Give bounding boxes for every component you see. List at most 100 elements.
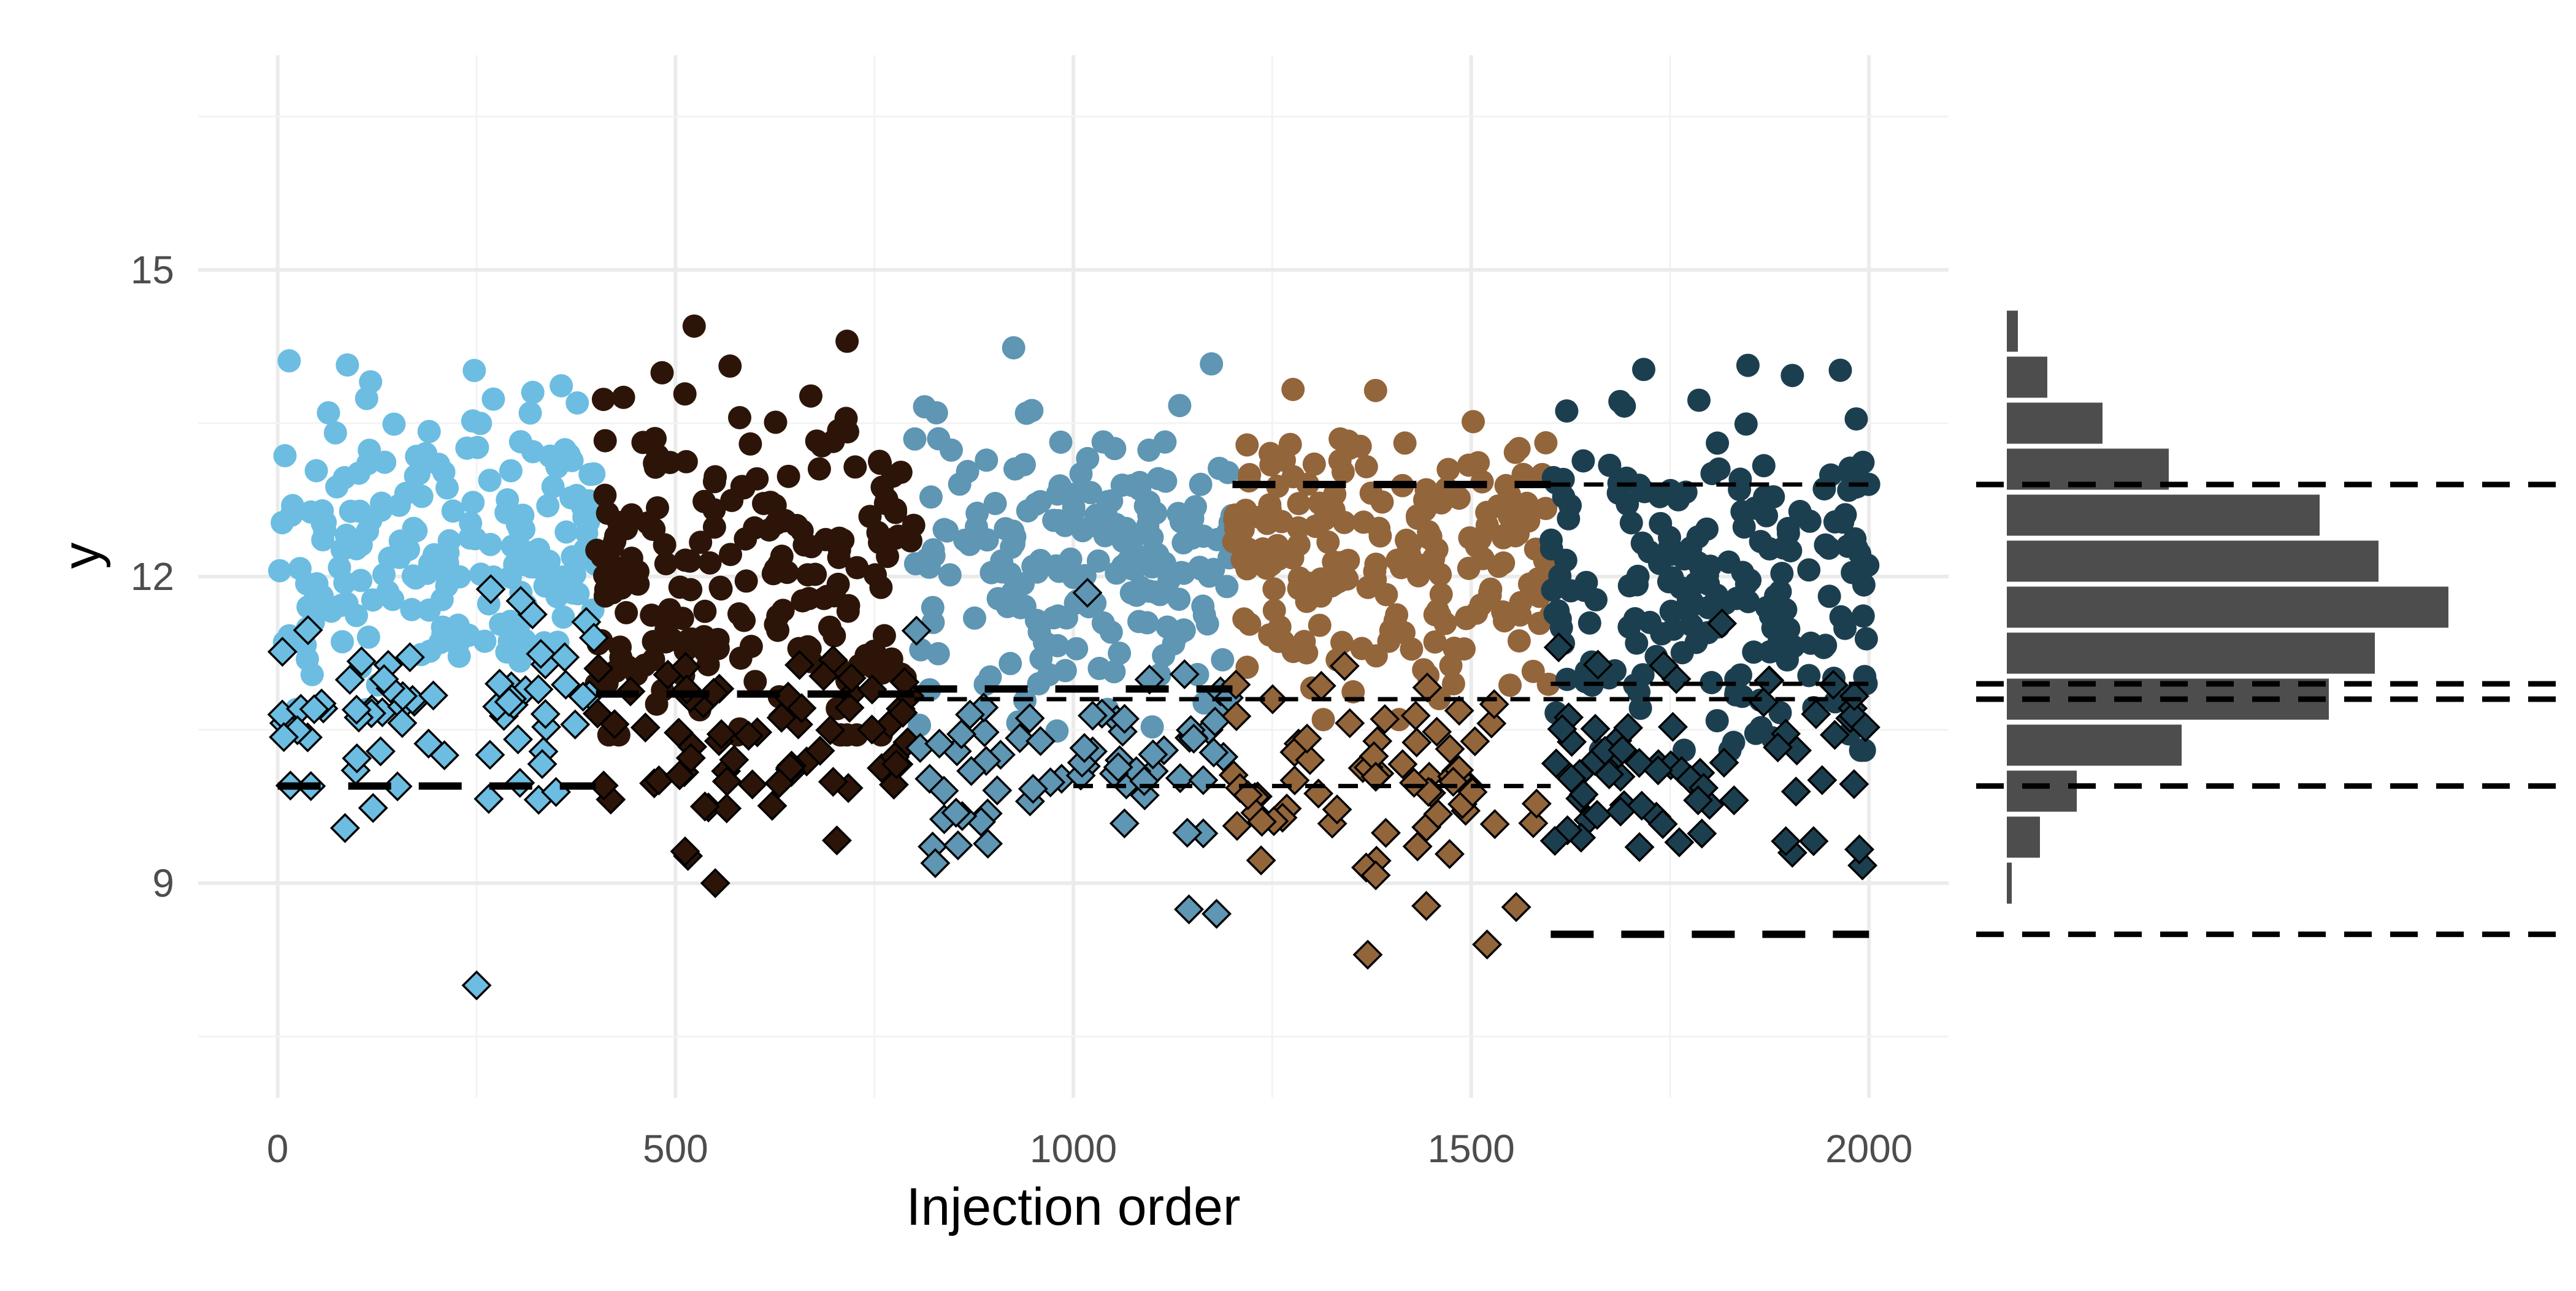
sample-point	[521, 380, 545, 404]
qc-point	[985, 740, 1016, 770]
qc-point	[282, 715, 313, 746]
sample-point	[459, 511, 483, 535]
sample-point	[1222, 530, 1246, 554]
qc-point	[1069, 733, 1100, 764]
sample-point	[1849, 738, 1873, 762]
sample-point	[1823, 510, 1847, 534]
qc-point	[834, 692, 865, 723]
sample-point	[356, 625, 380, 649]
qc-point	[1246, 845, 1276, 876]
sample-point	[537, 550, 561, 573]
sample-point	[1454, 607, 1478, 630]
batch-3-samples	[903, 336, 1244, 743]
qc-point	[737, 769, 768, 800]
sample-point	[1137, 579, 1161, 603]
sample-point	[689, 531, 713, 554]
sample-point	[1616, 492, 1639, 516]
sample-point	[834, 407, 858, 431]
qc-point	[1172, 818, 1203, 848]
sample-point	[1224, 503, 1248, 527]
sample-point	[654, 552, 678, 576]
sample-point	[551, 605, 575, 629]
sample-point	[1281, 465, 1305, 489]
sample-point	[1755, 596, 1779, 619]
qc-point	[786, 693, 817, 724]
qc-point	[1543, 632, 1574, 663]
sample-point	[538, 444, 562, 468]
qc-point	[1552, 815, 1583, 846]
sample-point	[1447, 486, 1471, 510]
sample-point	[1689, 557, 1713, 581]
sample-point	[335, 353, 359, 377]
sample-point	[417, 598, 441, 622]
sample-point	[1700, 671, 1723, 694]
sample-point	[682, 314, 706, 338]
sample-point	[1452, 637, 1476, 661]
qc-point	[530, 699, 561, 729]
sample-point	[1172, 561, 1196, 585]
sample-point	[478, 469, 502, 492]
sample-point	[1742, 640, 1766, 664]
sample-point	[499, 459, 523, 483]
sample-point	[1487, 494, 1511, 518]
qc-outlier-point	[1352, 940, 1383, 970]
sample-point	[670, 607, 694, 630]
histogram-bar	[2007, 770, 2077, 812]
qc-outlier-point	[461, 970, 492, 1001]
sample-point	[1475, 513, 1499, 537]
sample-point	[304, 459, 328, 483]
qc-point	[664, 760, 695, 791]
sample-point	[759, 491, 783, 515]
sample-point	[995, 595, 1019, 618]
sample-point	[1670, 641, 1694, 665]
sample-point	[1238, 612, 1262, 636]
batch-5-qc	[1539, 608, 1880, 881]
sample-point	[1001, 519, 1025, 543]
sample-point	[415, 561, 439, 585]
sample-point	[500, 534, 524, 558]
qc-point	[821, 825, 852, 856]
sample-point	[975, 448, 999, 472]
qc-point	[1801, 699, 1831, 729]
sample-point	[902, 513, 926, 537]
sample-point	[1781, 364, 1804, 388]
sample-point	[797, 587, 821, 610]
qc-point	[527, 749, 558, 780]
sample-point	[1632, 479, 1656, 503]
sample-point	[1492, 609, 1516, 633]
sample-point	[1168, 394, 1192, 418]
sample-point	[1216, 461, 1240, 485]
qc-point	[1401, 727, 1432, 758]
qc-point	[836, 663, 867, 694]
sample-point	[1251, 537, 1275, 561]
sample-point	[679, 578, 703, 602]
sample-point	[1539, 528, 1563, 552]
sample-point	[1428, 604, 1452, 628]
qc-point	[1556, 763, 1587, 794]
sample-point	[1430, 491, 1453, 515]
sample-point	[1584, 588, 1608, 611]
sample-point	[1211, 648, 1235, 672]
qc-point	[1709, 748, 1739, 778]
sample-point	[1429, 583, 1453, 606]
y-tick-label: 9	[152, 861, 174, 905]
qc-point	[299, 694, 329, 724]
qc-point	[914, 764, 945, 794]
sample-point	[908, 713, 932, 737]
sample-point	[771, 599, 795, 623]
sample-point	[1354, 455, 1378, 478]
qc-point	[1246, 806, 1277, 837]
histogram-bar	[2007, 402, 2103, 444]
sample-point	[1617, 574, 1641, 598]
qc-point	[719, 745, 749, 775]
qc-point	[1103, 752, 1133, 783]
qc-point	[924, 729, 955, 759]
sample-point	[1368, 524, 1392, 548]
sample-point	[277, 349, 301, 373]
qc-point	[1188, 765, 1219, 795]
qc-point	[878, 769, 909, 800]
qc-point	[1839, 681, 1869, 711]
qc-point	[1233, 780, 1263, 811]
